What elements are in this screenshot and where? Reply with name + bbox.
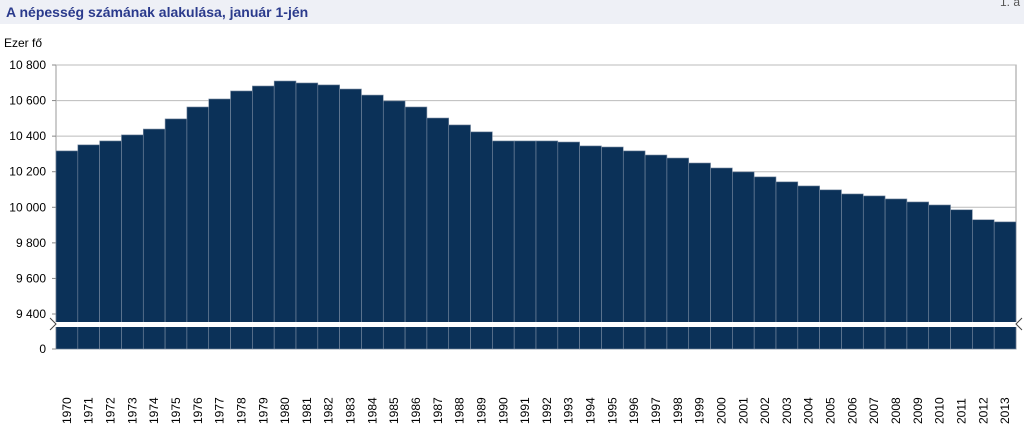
x-tick-label: 1981 [300, 397, 314, 424]
chart-title: A népesség számának alakulása, január 1-… [6, 4, 308, 20]
x-tick-label: 2010 [933, 397, 947, 424]
y-tick-label: 10 400 [9, 129, 46, 143]
break-mark [49, 317, 57, 331]
bar [470, 131, 493, 350]
y-tick-label: 10 800 [9, 58, 46, 72]
x-tick-label: 1983 [344, 397, 358, 424]
x-tick-label: 2012 [976, 397, 990, 424]
x-tick-label: 2002 [758, 397, 772, 424]
bar [273, 80, 297, 350]
x-tick-label: 2006 [845, 397, 859, 424]
bar [601, 146, 624, 350]
bar [208, 98, 231, 350]
y-tick-label: 9 600 [16, 271, 46, 285]
x-tick-label: 1997 [649, 397, 663, 424]
x-tick-label: 1984 [365, 397, 379, 424]
x-tick-label: 2009 [911, 397, 925, 424]
x-tick-label: 1994 [584, 397, 598, 424]
x-tick-label: 2005 [824, 397, 838, 424]
bar [142, 128, 166, 350]
bar [557, 141, 580, 350]
bar [579, 145, 602, 350]
bar [295, 82, 319, 350]
bar [77, 144, 100, 350]
bar [513, 140, 537, 350]
title-band [0, 0, 1024, 24]
bar [361, 94, 384, 350]
x-tick-label: 2004 [802, 397, 816, 424]
y-tick-label: 10 200 [9, 165, 46, 179]
x-tick-label: 1996 [627, 397, 641, 424]
bar [688, 162, 711, 350]
x-tick-label: 2013 [998, 397, 1012, 424]
y-tick-label: 9 400 [16, 307, 46, 321]
x-tick-label: 2001 [736, 397, 750, 424]
bar [99, 140, 122, 350]
x-tick-label: 2003 [780, 397, 794, 424]
bar [186, 106, 210, 350]
x-tick-label: 1989 [474, 397, 488, 424]
y-axis-label: Ezer fő [4, 36, 42, 50]
x-tick-label: 1992 [540, 397, 554, 424]
bar [535, 140, 559, 350]
bar [492, 140, 515, 350]
x-tick-label: 1971 [82, 397, 96, 424]
x-tick-label: 1990 [496, 397, 510, 424]
x-tick-label: 2011 [954, 398, 968, 424]
x-tick-label: 1972 [104, 397, 118, 424]
bar [339, 88, 362, 350]
x-tick-label: 1993 [562, 397, 576, 424]
x-tick-label: 1978 [234, 397, 248, 424]
bar [55, 150, 79, 350]
x-tick-label: 1973 [125, 397, 139, 424]
bar [950, 209, 973, 350]
bar [710, 167, 733, 350]
bar [121, 134, 144, 350]
x-tick-label: 1970 [60, 397, 74, 424]
bar [164, 118, 188, 350]
bar [993, 221, 1017, 350]
x-tick-label: 2000 [714, 397, 728, 424]
y-tick-label: 9 800 [16, 236, 46, 250]
x-tick-label: 1979 [256, 397, 270, 424]
corner-text: 1. á [1000, 0, 1020, 9]
x-tick-label: 1977 [213, 397, 227, 424]
x-tick-label: 1995 [605, 397, 619, 424]
bar [928, 204, 951, 350]
x-tick-label: 1974 [147, 397, 161, 424]
x-tick-label: 1991 [518, 397, 532, 424]
bar [448, 124, 471, 350]
y-tick-label: 10 600 [9, 94, 46, 108]
x-tick-label: 1999 [693, 397, 707, 424]
x-tick-label: 1982 [322, 397, 336, 424]
x-tick-label: 2007 [867, 397, 881, 424]
bar [382, 100, 406, 350]
bar [252, 85, 275, 350]
x-tick-label: 1998 [671, 397, 685, 424]
x-tick-label: 2008 [889, 397, 903, 424]
x-tick-label: 1980 [278, 397, 292, 424]
y-tick-label: 0 [39, 342, 46, 356]
x-tick-label: 1975 [169, 397, 183, 424]
x-tick-label: 1987 [431, 397, 445, 424]
x-tick-label: 1985 [387, 397, 401, 424]
bar [404, 106, 428, 350]
x-tick-label: 1986 [409, 397, 423, 424]
bar [426, 117, 450, 350]
bar [644, 154, 668, 350]
bar [666, 157, 690, 350]
bar [622, 150, 646, 350]
bar [972, 219, 995, 350]
bar [317, 84, 340, 350]
axis-break [52, 322, 1020, 327]
break-mark [1015, 317, 1023, 331]
x-tick-label: 1988 [453, 397, 467, 424]
y-tick-label: 10 000 [9, 200, 46, 214]
bar [230, 90, 253, 350]
x-tick-label: 1976 [191, 397, 205, 424]
